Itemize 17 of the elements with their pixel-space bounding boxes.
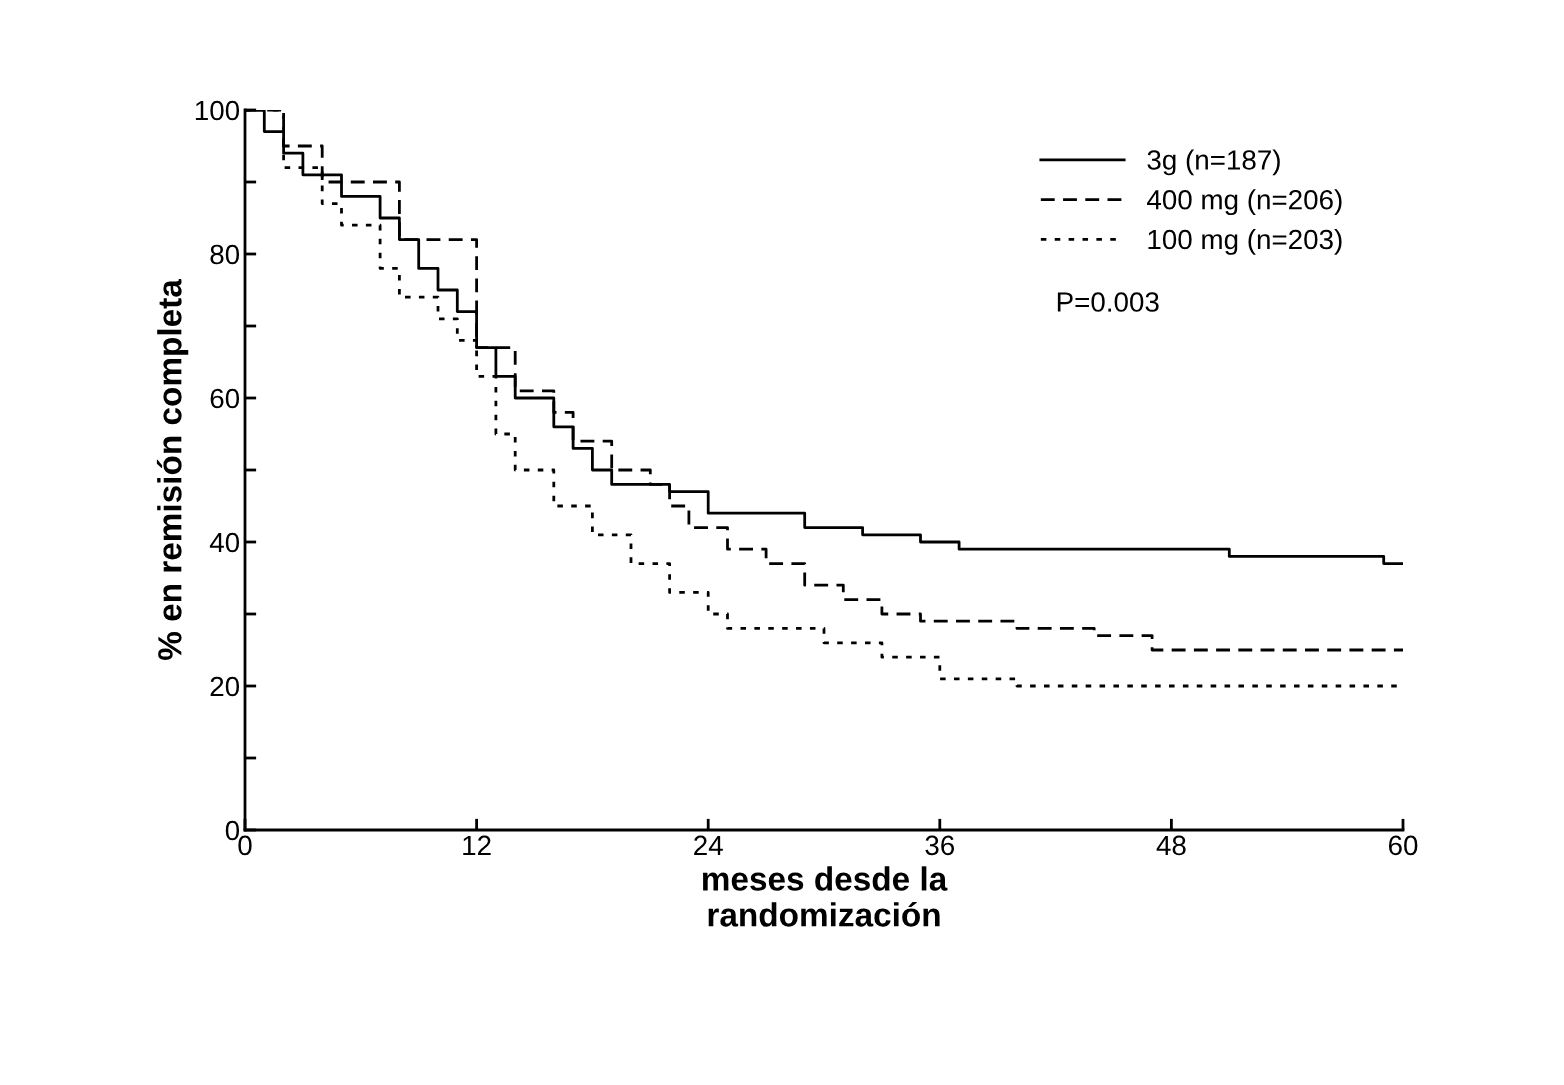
y-tick-label: 80 bbox=[210, 244, 240, 265]
x-tick-label: 12 bbox=[463, 835, 491, 855]
legend-label: 3g (n=187) bbox=[1147, 149, 1280, 176]
x-tick-label: 24 bbox=[694, 835, 723, 855]
y-tick-label: 100 bbox=[195, 100, 240, 121]
x-tick-label: 48 bbox=[1156, 835, 1186, 856]
legend-label: 400 mg (n=206) bbox=[1147, 189, 1342, 216]
y-tick-label: 60 bbox=[210, 388, 240, 409]
x-axis-title: meses desde la randomización bbox=[702, 866, 948, 927]
y-axis-title: % en remisión completa bbox=[156, 278, 189, 660]
y-tick-label: 20 bbox=[210, 676, 240, 697]
x-tick-label: 36 bbox=[925, 835, 955, 856]
annotation: P=0.003 bbox=[1057, 292, 1159, 312]
legend-label: 100 mg (n=203) bbox=[1148, 228, 1342, 255]
y-tick-label: 40 bbox=[209, 532, 240, 553]
y-tick-label: 0 bbox=[225, 820, 240, 841]
x-tick-label: 60 bbox=[1388, 835, 1418, 856]
